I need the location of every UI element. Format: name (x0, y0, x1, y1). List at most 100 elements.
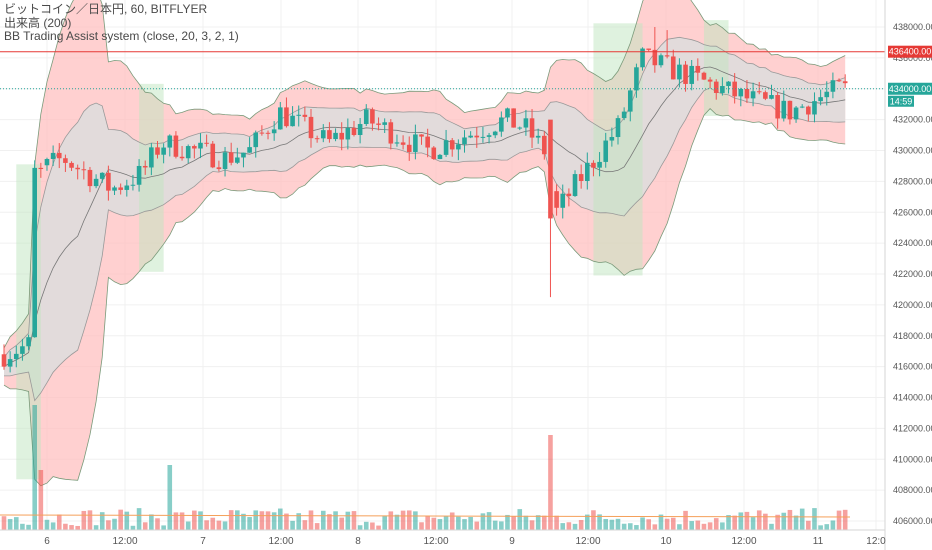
volume-bar (406, 510, 412, 530)
candle-body (799, 106, 805, 108)
volume-bar (615, 518, 621, 530)
candle-body (75, 167, 80, 170)
candle-body (474, 135, 480, 138)
volume-bar (713, 518, 719, 530)
volume-bar (376, 525, 381, 530)
volume-bar (210, 517, 216, 530)
candle-body (106, 172, 111, 191)
volume-bar (253, 510, 259, 530)
volume-bar (529, 520, 535, 530)
candle-body (511, 108, 516, 128)
volume-bar (658, 514, 664, 530)
volume-bar (419, 522, 424, 530)
y-tick-label: 436000.00 (893, 53, 932, 63)
volume-bar (701, 523, 707, 530)
candle-body (830, 80, 836, 92)
volume-bar (818, 525, 823, 530)
y-tick-label: 406000.00 (893, 516, 932, 526)
candle-body (621, 111, 627, 119)
volume-bar (271, 512, 277, 530)
volume-bar (726, 515, 731, 530)
volume-bar (69, 525, 74, 530)
volume-bar (523, 515, 529, 530)
volume-bar (775, 514, 780, 530)
volume-bar (259, 511, 265, 530)
y-tick-label: 432000.00 (893, 115, 932, 125)
volume-bar (652, 524, 658, 530)
volume-bar (456, 516, 461, 530)
candle-body (290, 115, 295, 127)
candle-body (247, 147, 252, 153)
candle-body (732, 81, 737, 97)
candle-body (640, 48, 645, 68)
candle-body (192, 146, 197, 149)
candle-body (7, 359, 13, 367)
candle-body (554, 191, 559, 208)
candles[interactable] (1, 27, 848, 373)
candle-body (591, 162, 596, 168)
volume-bar (400, 510, 406, 530)
volume-bar (842, 509, 848, 530)
y-tick-label: 418000.00 (893, 331, 932, 341)
candle-body (806, 106, 811, 115)
volume-bar (670, 517, 676, 530)
x-tick-label: 10 (660, 536, 672, 547)
candle-body (793, 107, 799, 120)
volume-bar (228, 510, 234, 530)
candle-body (750, 91, 756, 99)
candle-body (210, 143, 216, 168)
volume-bar (13, 517, 19, 530)
legend-symbol: ビットコイン／日本円, 60, BITFLYER (4, 2, 208, 16)
volume-bar (585, 514, 590, 530)
volume-bar (394, 514, 400, 530)
candle-body (13, 353, 19, 360)
volume-bar (345, 511, 351, 530)
candle-body (173, 135, 179, 157)
volume-bar (511, 516, 516, 530)
candle-body (20, 346, 25, 354)
volume-bar (578, 519, 584, 530)
volume-bar (265, 511, 271, 530)
candle-body (69, 162, 74, 168)
candle-body (333, 132, 338, 140)
volume-bar (81, 510, 87, 530)
candle-body (32, 167, 37, 338)
middle-band-line (3, 66, 846, 367)
x-tick-label: 12:00 (268, 536, 293, 547)
price-axis[interactable]: 438000.00 436000.00 434000.00 432000.00 4300… (884, 0, 932, 550)
candle-body (652, 49, 658, 66)
legend-volume: 出来高 (200) (4, 15, 72, 30)
candle-body (327, 130, 332, 140)
candle-body (1, 354, 7, 367)
volume-bar (486, 512, 492, 530)
candle-body (314, 138, 320, 140)
volume-bar (290, 520, 295, 530)
y-tick-label: 408000.00 (893, 485, 932, 495)
volume-bar (216, 520, 222, 530)
candle-body (689, 65, 694, 84)
countdown-label: 14:59 (890, 96, 913, 106)
candle-body (812, 101, 817, 115)
volume-bar (63, 523, 68, 530)
candle-body (486, 135, 492, 137)
y-tick-label: 428000.00 (893, 176, 932, 186)
volume-bar (437, 519, 443, 530)
volume-bar (769, 523, 774, 530)
countdown-badge (888, 95, 914, 107)
candle-body (572, 174, 578, 197)
time-axis[interactable]: 6 12:00 7 12:00 8 12:00 9 12:00 10 12:00 11 12:0 (0, 529, 886, 547)
candle-body (235, 157, 240, 163)
y-tick-label: 430000.00 (893, 146, 932, 156)
candle-body (707, 79, 713, 82)
volume-bar (560, 523, 566, 530)
volume-bar (806, 520, 811, 530)
candle-body (505, 108, 510, 118)
candle-body (775, 95, 780, 119)
volume-bar (241, 513, 246, 530)
candle-body (357, 124, 363, 136)
candle-body (26, 337, 31, 347)
volume-bar (677, 524, 682, 530)
candle-body (836, 80, 842, 82)
candle-body (112, 187, 117, 191)
